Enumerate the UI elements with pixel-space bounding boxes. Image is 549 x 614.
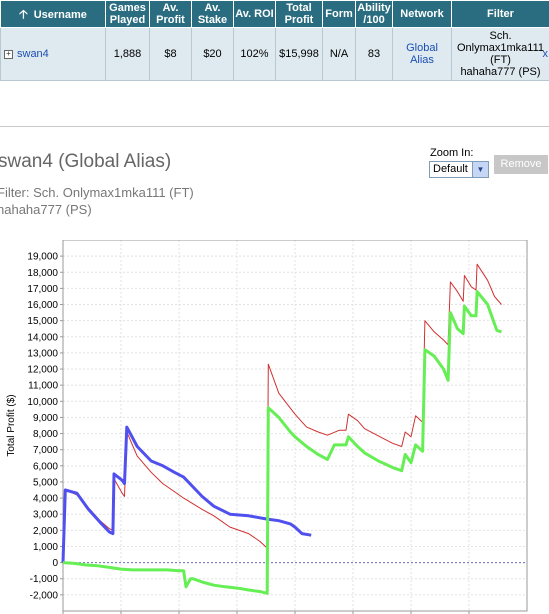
filter-line-2: (FT): [490, 54, 511, 66]
y-tick-label: 5,000: [33, 477, 58, 488]
cell-filter: Sch. Onlymax1mka111 (FT) hahaha777 (PS) …: [451, 27, 549, 81]
header-av-roi[interactable]: Av. ROI: [233, 0, 276, 28]
header-filter: Filter: [451, 0, 549, 28]
y-tick-label: 11,000: [28, 381, 58, 392]
header-username-label: Username: [33, 8, 87, 21]
cell-av-profit: $8: [149, 27, 192, 81]
y-tick-label: 8,000: [33, 429, 58, 440]
cell-games-played: 1,888: [105, 27, 150, 81]
header-username[interactable]: 🡡 Username: [0, 0, 106, 28]
username-link[interactable]: swan4: [17, 48, 49, 60]
series-line: [62, 263, 502, 563]
filter-description-line-2: hahaha777 (PS): [0, 202, 92, 217]
y-tick-label: 14,000: [27, 332, 58, 343]
y-tick-label: 6,000: [33, 461, 58, 472]
chart-ticks: -2,000 -1,000 0 1,000 2,000 3,000 4,000 5,000 6,…: [27, 252, 470, 614]
series-line: [62, 290, 502, 595]
player-title: swan4 (Global Alias): [0, 151, 172, 172]
y-tick-label: 18,000: [27, 268, 58, 279]
cell-username: + swan4: [0, 27, 106, 81]
remove-button[interactable]: Remove: [494, 155, 548, 174]
y-tick-label: 17,000: [27, 284, 58, 295]
section-divider: [0, 126, 549, 127]
cell-total-profit: $15,998: [275, 27, 323, 81]
y-tick-label: 13,000: [27, 348, 58, 359]
zoom-in-label: Zoom In:: [430, 147, 474, 159]
table-header-row: 🡡 Username Games Played Av. Profit Av. St…: [0, 0, 549, 28]
y-tick-label: 3,000: [33, 510, 58, 521]
table-row: + swan4 1,888 $8 $20 102% $15,998 N/A 83 …: [0, 27, 549, 81]
header-form[interactable]: Form: [322, 0, 356, 28]
header-games-played[interactable]: Games Played: [105, 0, 150, 28]
y-tick-label: 12,000: [27, 365, 58, 376]
cell-av-stake: $20: [191, 27, 234, 81]
cell-ability: 83: [355, 27, 393, 81]
y-tick-label: -2,000: [30, 590, 59, 601]
expand-plus-icon[interactable]: +: [4, 49, 13, 59]
chevron-down-icon[interactable]: ▼: [472, 162, 488, 177]
header-total-profit[interactable]: Total Profit: [275, 0, 323, 28]
header-av-stake[interactable]: Av. Stake: [191, 0, 234, 28]
remove-filter-x-link[interactable]: x: [542, 48, 549, 60]
cell-form: N/A: [322, 27, 356, 81]
header-ability[interactable]: Ability /100: [355, 0, 393, 28]
header-network[interactable]: Network: [392, 0, 452, 28]
y-tick-label: 2,000: [33, 526, 58, 537]
y-tick-label: 10,000: [27, 397, 58, 408]
y-tick-label: 19,000: [27, 252, 58, 263]
y-tick-label: 15,000: [27, 316, 58, 327]
series-line: [61, 425, 312, 563]
y-axis-label: Total Profit ($): [6, 394, 17, 456]
y-tick-label: 0: [52, 558, 58, 569]
filter-line-1: Sch. Onlymax1mka111: [456, 30, 545, 54]
network-link[interactable]: Global Alias: [392, 27, 452, 81]
cell-av-roi: 102%: [233, 27, 276, 81]
profit-chart: -2,000 -1,000 0 1,000 2,000 3,000 4,000 5,000 6,…: [6, 240, 528, 614]
y-tick-label: 7,000: [33, 445, 58, 456]
y-tick-label: 4,000: [33, 494, 58, 505]
zoom-select-value: Default: [433, 163, 468, 175]
player-stats-table: 🡡 Username Games Played Av. Profit Av. St…: [0, 0, 549, 81]
chart-series: [61, 263, 502, 595]
y-tick-label: 9,000: [33, 413, 58, 424]
filter-line-3: hahaha777 (PS): [460, 66, 541, 78]
y-tick-label: 16,000: [27, 300, 58, 311]
filter-description-line-1: Filter: Sch. Onlymax1mka111 (FT): [0, 185, 194, 200]
y-tick-label: -1,000: [30, 574, 59, 585]
header-av-profit[interactable]: Av. Profit: [149, 0, 192, 28]
chart-grid: [62, 240, 527, 611]
y-tick-label: 1,000: [33, 542, 58, 553]
sort-up-arrow-icon[interactable]: 🡡: [19, 6, 28, 21]
zoom-select[interactable]: Default ▼: [429, 161, 489, 178]
